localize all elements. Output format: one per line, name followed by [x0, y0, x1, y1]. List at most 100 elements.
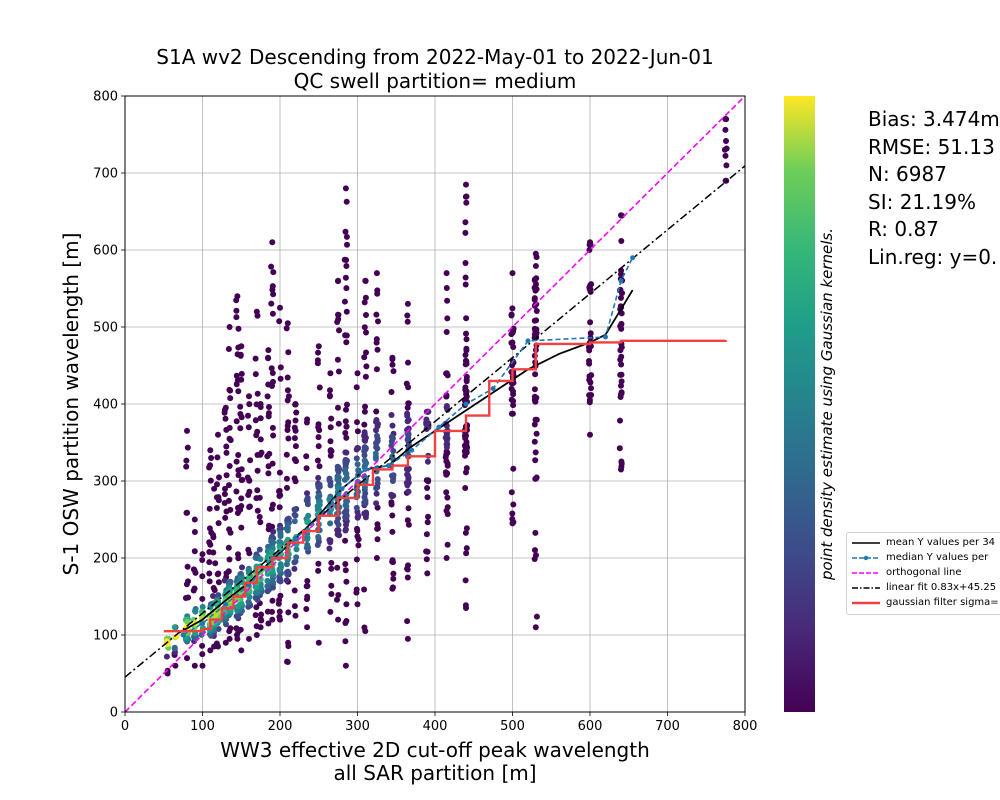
- scatter-point: [199, 603, 206, 610]
- scatter-point: [277, 616, 283, 623]
- scatter-point: [510, 402, 517, 409]
- x-tick-label: 200: [268, 719, 293, 734]
- scatter-point: [206, 525, 213, 532]
- scatter-point: [342, 526, 349, 533]
- scatter-point: [533, 430, 540, 437]
- scatter-point: [184, 618, 191, 625]
- scatter-point: [252, 371, 259, 378]
- scatter-point: [444, 406, 451, 413]
- scatter-point: [509, 329, 516, 336]
- scatter-point: [291, 435, 298, 442]
- scatter-point: [344, 241, 350, 248]
- scatter-point: [510, 501, 517, 508]
- scatter-point: [211, 485, 218, 492]
- scatter-point: [343, 263, 350, 269]
- scatter-point: [328, 591, 335, 597]
- scatter-point: [618, 353, 625, 360]
- scatter-point: [284, 527, 291, 534]
- scatter-point: [212, 560, 219, 567]
- scatter-point: [373, 366, 380, 373]
- scatter-point: [215, 520, 222, 527]
- scatter-point: [443, 555, 450, 561]
- scatter-point: [425, 477, 432, 484]
- scatter-point: [258, 617, 265, 624]
- scatter-point: [341, 256, 348, 263]
- scatter-point: [327, 452, 334, 459]
- scatter-point: [405, 359, 411, 366]
- scatter-point: [214, 481, 220, 488]
- scatter-point: [276, 488, 282, 495]
- scatter-point: [269, 383, 275, 389]
- scatter-point: [291, 603, 298, 610]
- scatter-point: [304, 519, 311, 526]
- scatter-point: [361, 452, 368, 459]
- scatter-point: [509, 520, 516, 527]
- scatter-point: [444, 315, 451, 322]
- median-marker: [386, 463, 391, 469]
- scatter-point: [183, 463, 190, 470]
- scatter-point: [222, 514, 229, 521]
- scatter-point: [404, 312, 411, 319]
- scatter-point: [353, 504, 360, 511]
- scatter-point: [246, 477, 253, 484]
- scatter-point: [444, 511, 451, 518]
- y-tick-label: 100: [93, 629, 118, 644]
- scatter-point: [343, 434, 350, 441]
- scatter-point: [444, 297, 451, 304]
- scatter-point: [586, 286, 593, 293]
- scatter-point: [334, 596, 340, 603]
- scatter-point: [253, 432, 260, 439]
- scatter-point: [354, 428, 361, 435]
- scatter-point: [252, 612, 259, 619]
- scatter-point: [303, 606, 310, 612]
- scatter-point: [190, 587, 197, 594]
- scatter-point: [404, 574, 411, 581]
- scatter-point: [283, 451, 290, 458]
- scatter-point: [327, 387, 333, 394]
- scatter-point: [336, 327, 342, 334]
- scatter-point: [585, 344, 592, 351]
- scatter-point: [463, 181, 469, 188]
- scatter-point: [374, 346, 381, 353]
- scatter-point: [245, 598, 252, 605]
- scatter-point: [342, 567, 349, 574]
- x-tick-label: 500: [500, 719, 525, 734]
- scatter-point: [227, 506, 234, 513]
- stat-r: R: 0.87: [868, 217, 939, 242]
- scatter-point: [284, 397, 291, 404]
- scatter-point: [284, 659, 291, 665]
- y-tick-label: 200: [93, 552, 118, 567]
- scatter-point: [225, 346, 232, 352]
- scatter-point: [253, 308, 260, 315]
- scatter-point: [238, 495, 245, 502]
- scatter-point: [722, 177, 729, 184]
- scatter-point: [404, 517, 411, 524]
- scatter-point: [463, 378, 470, 385]
- scatter-point: [270, 291, 277, 298]
- scatter-point: [215, 431, 221, 438]
- scatter-point: [361, 324, 368, 331]
- scatter-point: [463, 315, 470, 322]
- scatter-point: [510, 391, 517, 398]
- scatter-point: [277, 561, 284, 568]
- scatter-point: [404, 565, 411, 572]
- statistics-panel: Bias: 3.474m RMSE: 51.13 N: 6987 SI: 21.…: [868, 106, 1000, 272]
- y-tick-label: 600: [93, 244, 118, 259]
- scatter-point: [304, 624, 311, 631]
- scatter-point: [424, 485, 431, 491]
- median-marker: [525, 338, 531, 344]
- scatter-point: [252, 417, 259, 424]
- scatter-point: [390, 575, 397, 582]
- scatter-point: [283, 577, 290, 584]
- scatter-point: [532, 250, 539, 257]
- scatter-point: [722, 152, 729, 159]
- scatter-point: [225, 497, 232, 504]
- scatter-point: [314, 360, 321, 367]
- scatter-point: [276, 493, 283, 499]
- scatter-point: [192, 608, 199, 615]
- scatter-point: [291, 424, 298, 431]
- legend-label-linear-fit: linear fit 0.83x+45.25: [886, 582, 997, 593]
- scatter-point: [199, 651, 206, 658]
- scatter-point: [315, 639, 322, 646]
